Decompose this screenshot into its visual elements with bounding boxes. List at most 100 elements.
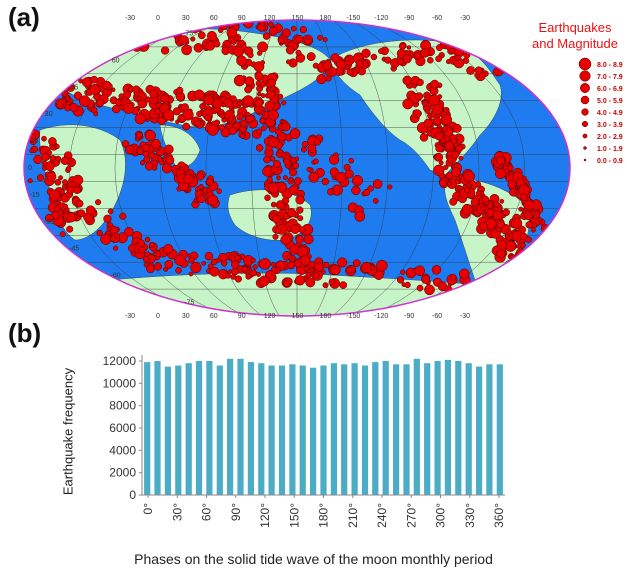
quake-point (190, 261, 202, 274)
quake-point (69, 103, 79, 112)
quake-point (335, 171, 347, 183)
lon-label-top: 120 (264, 15, 276, 22)
quake-point (264, 100, 275, 111)
quake-point (149, 89, 158, 99)
quake-point (231, 260, 240, 269)
quake-point (100, 233, 112, 245)
quake-point (412, 83, 417, 89)
bar (247, 362, 254, 495)
quake-point (54, 143, 60, 150)
quake-point (193, 22, 201, 30)
quake-point (157, 32, 163, 37)
quake-point (269, 156, 276, 162)
quake-point (81, 77, 92, 88)
quake-point (430, 79, 440, 89)
quake-point (325, 75, 332, 82)
landmass-5 (159, 124, 201, 168)
quake-point (312, 158, 319, 165)
quake-point (48, 189, 61, 201)
legend-item-label: 5.0 - 5.9 (597, 98, 623, 105)
quake-point (267, 182, 279, 194)
quake-point (354, 211, 366, 222)
legend-title: Earthquakes and Magnitude (520, 20, 627, 52)
quake-point (415, 92, 424, 101)
bar (195, 361, 203, 495)
bar-chart-panel: 0 2000 4000 6000 8000 10000 12000 0° 30° 60° 90° 1… (0, 345, 627, 574)
quake-point (434, 131, 444, 141)
lat-label: -45 (69, 246, 79, 253)
quake-point (305, 272, 312, 279)
quake-point (207, 194, 219, 206)
quake-point (77, 209, 86, 218)
quake-point (297, 215, 304, 222)
quake-point (285, 59, 291, 65)
x-tick-label: 210° (346, 503, 360, 528)
quake-point (449, 273, 457, 281)
quake-point (242, 95, 254, 107)
quake-point (443, 107, 450, 114)
lon-label-bottom: 120 (264, 313, 276, 320)
quake-point (145, 20, 151, 23)
quake-point (294, 156, 300, 162)
bar (206, 361, 213, 495)
quake-point (256, 271, 261, 277)
quake-point (461, 204, 473, 216)
x-tick-label: 360° (492, 503, 506, 528)
quake-point (73, 91, 83, 100)
quake-point (387, 184, 393, 190)
quake-point (414, 265, 425, 276)
quake-point (84, 20, 90, 21)
quake-point (313, 271, 320, 279)
quake-point (322, 261, 330, 269)
y-tick-label: 10000 (103, 376, 137, 390)
quake-point (300, 146, 307, 153)
quake-point (276, 175, 281, 181)
quake-point (263, 155, 271, 164)
quake-point (157, 116, 166, 125)
quake-point (254, 98, 263, 107)
quake-point (444, 141, 454, 151)
quake-point (244, 76, 255, 87)
quake-point (502, 208, 510, 217)
quake-point (204, 113, 212, 122)
quake-point (144, 8, 154, 18)
quake-point (267, 109, 279, 121)
quake-point (111, 20, 121, 29)
quake-point (83, 31, 89, 37)
quake-point (217, 20, 230, 24)
quake-point (196, 172, 205, 181)
quake-point (239, 119, 248, 128)
quake-point (220, 260, 228, 267)
quake-point (288, 176, 294, 182)
quake-point (289, 128, 301, 139)
quake-point (272, 215, 281, 224)
quake-point (194, 89, 205, 101)
quake-point (71, 40, 82, 52)
quake-point (505, 262, 515, 271)
quake-point (128, 244, 137, 253)
quake-point (434, 153, 444, 162)
quake-point (295, 235, 305, 244)
quake-point (155, 31, 163, 39)
quake-point (71, 46, 78, 52)
quake-point (257, 41, 269, 53)
quake-point (153, 262, 163, 271)
quake-point (42, 78, 48, 84)
quake-point (50, 21, 57, 28)
quake-point (420, 48, 430, 58)
quake-point (203, 95, 214, 106)
quake-point (87, 51, 94, 58)
quake-point (286, 254, 292, 260)
quake-point (142, 255, 150, 263)
quake-point (266, 90, 276, 99)
quake-point (346, 68, 354, 76)
quake-point (93, 20, 99, 24)
lat-label: 60 (112, 57, 120, 64)
quake-point (402, 75, 412, 86)
quake-point (90, 106, 98, 114)
quake-point (526, 263, 539, 275)
quake-point (372, 198, 379, 204)
bar (444, 359, 451, 495)
quake-point (56, 101, 64, 109)
quake-point (419, 133, 429, 142)
